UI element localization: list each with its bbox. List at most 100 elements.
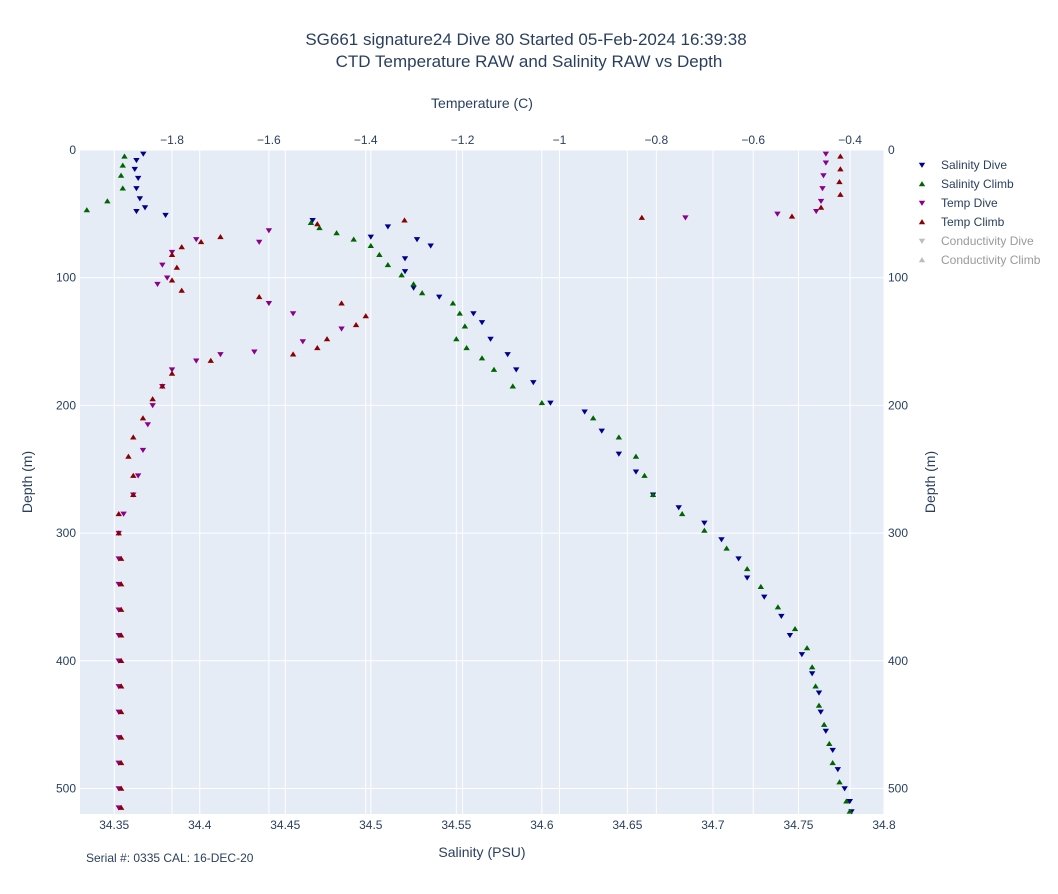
data-point	[338, 300, 345, 306]
data-point	[256, 239, 263, 245]
salinity-dive-series	[131, 151, 855, 815]
temperature-tick-label: −1	[553, 133, 567, 147]
data-point	[478, 320, 486, 326]
data-point	[718, 537, 725, 543]
data-point	[117, 734, 125, 740]
data-point	[352, 322, 360, 328]
depth-tick-label-right: 0	[888, 143, 895, 157]
depth-tick-label-right: 100	[888, 271, 908, 285]
data-point	[401, 217, 408, 223]
data-point	[134, 175, 142, 181]
data-point	[774, 604, 782, 610]
data-point	[134, 473, 142, 479]
data-point	[323, 336, 331, 342]
data-point	[470, 311, 477, 317]
temperature-tick-label: −1.2	[451, 133, 475, 147]
depth-tick-label-left: 300	[56, 526, 76, 540]
data-point	[173, 264, 181, 270]
data-point	[168, 277, 176, 283]
data-point	[117, 804, 125, 810]
data-point	[757, 583, 765, 589]
data-point	[139, 415, 147, 421]
chart-title: SG661 signature24 Dive 80 Started 05-Feb…	[305, 30, 746, 49]
data-point	[307, 219, 315, 226]
data-point	[384, 224, 392, 230]
legend-item[interactable]: Temp Dive	[918, 196, 998, 210]
data-point	[163, 275, 171, 281]
data-point	[197, 239, 205, 245]
data-point	[774, 211, 781, 217]
data-point	[133, 157, 140, 164]
data-point	[513, 367, 520, 373]
data-point	[367, 242, 375, 249]
data-point	[449, 300, 457, 306]
data-point	[130, 491, 137, 498]
data-point	[456, 310, 463, 316]
data-point	[401, 269, 409, 275]
data-point	[217, 233, 224, 240]
data-point	[149, 396, 156, 402]
legend-label: Temp Dive	[941, 196, 998, 210]
salinity-tick-label: 34.55	[441, 818, 471, 832]
legend-marker	[918, 200, 926, 206]
legend-item[interactable]: Salinity Dive	[918, 158, 1008, 172]
legend-item[interactable]: Conductivity Climb	[918, 253, 1041, 267]
data-point	[159, 383, 166, 389]
data-point	[701, 527, 708, 533]
data-point	[136, 196, 144, 202]
data-point	[289, 351, 297, 357]
data-point	[829, 747, 836, 754]
data-point	[504, 352, 511, 358]
data-point	[117, 683, 125, 689]
data-point	[130, 434, 137, 440]
data-point	[632, 453, 640, 459]
salinity-tick-label: 34.7	[701, 818, 725, 832]
serial-calibration-note: Serial #: 0335 CAL: 16-DEC-20	[86, 851, 254, 865]
data-point	[836, 179, 843, 185]
data-point	[162, 212, 169, 219]
data-point	[117, 785, 125, 791]
data-point	[333, 230, 340, 236]
data-point	[413, 237, 421, 243]
data-point	[463, 345, 470, 351]
data-point	[836, 779, 843, 785]
legend-marker	[918, 219, 926, 225]
temperature-tick-label: −1.6	[257, 133, 281, 147]
data-point	[130, 472, 137, 478]
data-point	[141, 205, 149, 211]
data-point	[168, 251, 176, 257]
data-point	[743, 575, 751, 581]
data-point	[834, 767, 842, 773]
data-point	[509, 383, 516, 389]
data-point	[803, 645, 811, 651]
data-point	[453, 336, 460, 342]
temperature-tick-label: −0.4	[838, 133, 862, 147]
legend-item[interactable]: Conductivity Dive	[918, 234, 1034, 248]
data-point	[837, 166, 844, 172]
salinity-axis-title: Salinity (PSU)	[438, 844, 525, 860]
data-point	[117, 172, 125, 178]
data-point	[367, 234, 375, 240]
data-point	[410, 285, 417, 291]
data-point	[133, 209, 140, 215]
data-point	[120, 511, 127, 517]
data-point	[798, 652, 806, 658]
data-point	[115, 511, 122, 517]
data-point	[117, 606, 125, 612]
salinity-tick-label: 34.75	[783, 818, 813, 832]
legend-item[interactable]: Temp Climb	[918, 215, 1005, 229]
data-point	[641, 472, 648, 478]
data-point	[598, 428, 605, 434]
data-point	[265, 300, 273, 307]
temperature-tick-label: −0.8	[645, 133, 669, 147]
legend[interactable]: Salinity Dive Salinity Climb Temp Dive Temp…	[918, 158, 1041, 267]
depth-tick-label-right: 500	[888, 781, 908, 795]
data-point	[217, 352, 224, 358]
data-point	[547, 400, 554, 406]
data-point	[815, 690, 823, 696]
legend-item[interactable]: Salinity Climb	[918, 177, 1014, 191]
data-point	[820, 721, 828, 727]
data-point	[133, 186, 140, 192]
data-point	[117, 760, 125, 766]
